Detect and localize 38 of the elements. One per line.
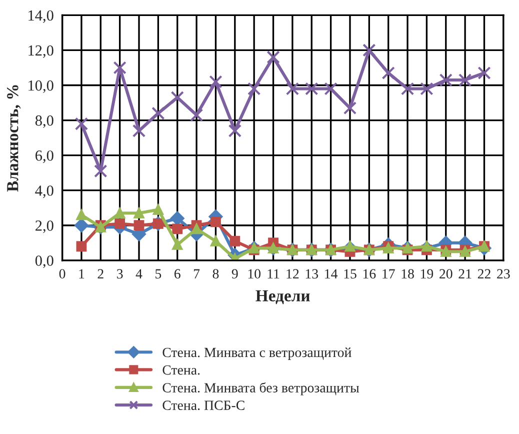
x-tick-label: 3 bbox=[117, 269, 123, 279]
y-tick-label: 2,0 bbox=[36, 220, 54, 234]
x-tick-label: 20 bbox=[440, 269, 452, 279]
x-tick-label: 6 bbox=[174, 269, 180, 279]
x-tick-label: 23 bbox=[497, 269, 510, 279]
y-axis-title: Влажность, % bbox=[7, 85, 21, 192]
x-tick-label: 18 bbox=[402, 269, 414, 279]
x-tick-label: 17 bbox=[382, 269, 395, 278]
y-tick-label: 0,0 bbox=[35, 256, 54, 268]
x-tick-label: 11 bbox=[268, 269, 280, 278]
legend-label: Стена. Минвата с ветрозащитой bbox=[162, 348, 352, 360]
x-tick-label: 12 bbox=[286, 269, 299, 278]
x-tick-label: 19 bbox=[420, 269, 434, 279]
x-tick-label: 8 bbox=[212, 269, 219, 279]
x-tick-label: 16 bbox=[363, 269, 376, 279]
y-tick-label: 10,0 bbox=[28, 80, 54, 93]
x-tick-label: 0 bbox=[59, 269, 66, 279]
y-tick-label: 6,0 bbox=[36, 150, 54, 163]
x-tick-label: 22 bbox=[478, 269, 490, 278]
x-tick-label: 7 bbox=[194, 269, 200, 278]
x-tick-label: 10 bbox=[248, 269, 260, 279]
x-axis-title: Недели bbox=[256, 290, 310, 304]
y-tick-label: 8,0 bbox=[35, 115, 54, 128]
x-tick-label: 5 bbox=[156, 269, 162, 279]
x-tick-label: 13 bbox=[306, 269, 318, 279]
legend-label: Стена. ПСБ-С bbox=[162, 400, 244, 410]
x-tick-label: 9 bbox=[232, 269, 238, 279]
x-tick-label: 15 bbox=[344, 269, 356, 279]
x-tick-label: 21 bbox=[458, 269, 472, 278]
x-tick-label: 4 bbox=[136, 269, 142, 278]
y-tick-label: 4,0 bbox=[35, 185, 54, 198]
x-tick-label: 14 bbox=[325, 269, 338, 278]
x-tick-label: 2 bbox=[98, 269, 104, 278]
legend-label: Стена. bbox=[162, 365, 200, 375]
y-tick-label: 12,0 bbox=[28, 45, 54, 58]
y-tick-label: 14,0 bbox=[28, 10, 54, 23]
x-tick-label: 1 bbox=[79, 269, 84, 278]
legend-label: Стена. Минвата без ветрозащиты bbox=[162, 382, 360, 396]
